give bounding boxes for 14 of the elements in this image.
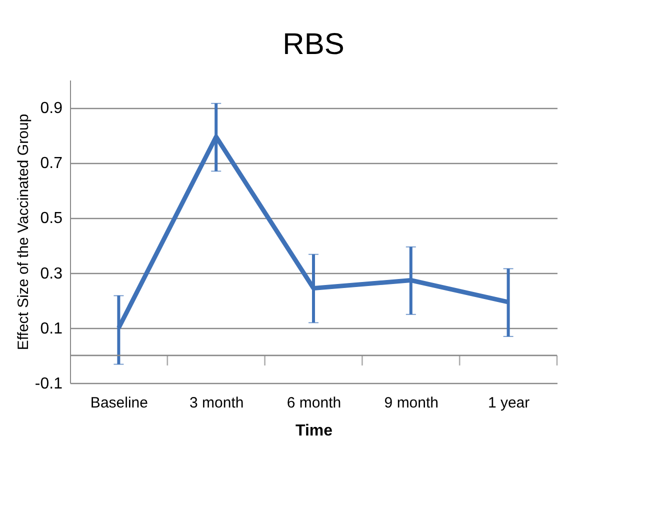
- y-axis-title: Effect Size of the Vaccinated Group: [14, 114, 32, 350]
- chart-title: RBS: [282, 28, 344, 61]
- y-tick-label: 0.9: [40, 100, 63, 118]
- x-tick-label: Baseline: [90, 394, 148, 412]
- y-tick-label: 0.3: [40, 265, 63, 282]
- y-tick-label: 0.5: [40, 210, 63, 228]
- x-axis-title: Time: [295, 422, 333, 440]
- x-tick-label: 3 month: [190, 394, 244, 412]
- y-tick-label: -0.1: [34, 376, 63, 392]
- x-tick-label: 1 year: [488, 394, 530, 412]
- x-tick-label: 9 month: [384, 394, 438, 412]
- y-tick-label: 0.1: [40, 320, 63, 338]
- y-tick-label: 0.7: [40, 155, 63, 172]
- x-tick-label: 6 month: [286, 394, 342, 412]
